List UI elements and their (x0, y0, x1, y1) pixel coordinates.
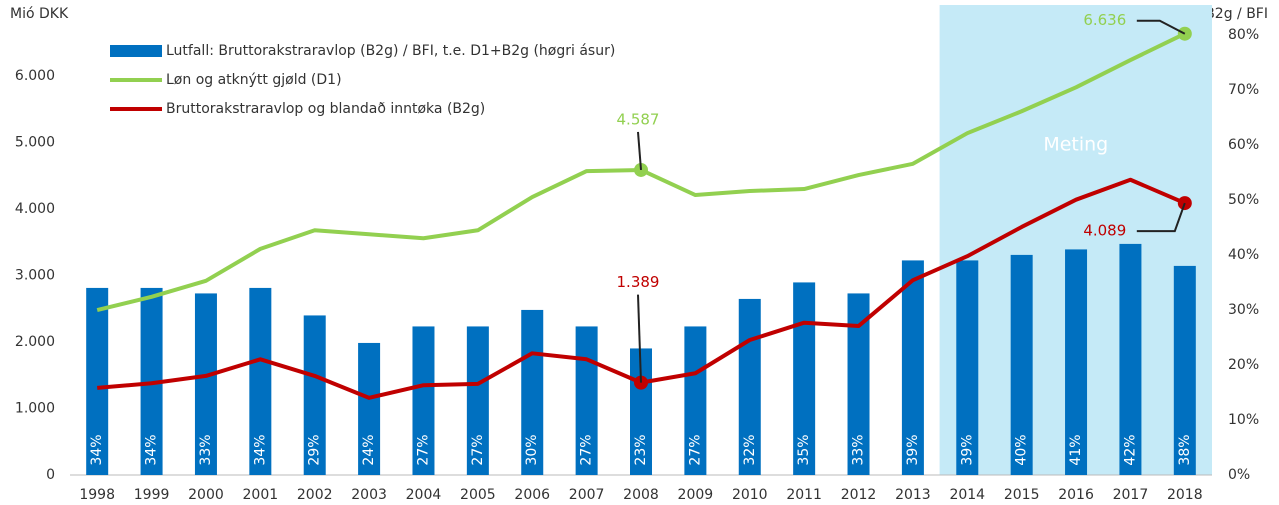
bar (1173, 265, 1196, 475)
leader-line (1136, 202, 1186, 233)
x-tick-label: 2002 (297, 487, 333, 503)
forecast-label: Meting (1043, 134, 1108, 156)
leader-line (637, 294, 642, 383)
point-label: 4.089 (1083, 222, 1126, 240)
x-tick-label: 2007 (569, 487, 605, 503)
bar (466, 326, 489, 475)
x-tick-label: 2016 (1058, 487, 1094, 503)
legend-label: Bruttorakstraravlop og blandað inntøka (… (166, 101, 485, 117)
bar (1010, 254, 1033, 475)
y2-tick-label: 0% (1228, 467, 1250, 483)
y2-tick-label: 60% (1228, 137, 1259, 153)
bar-value-label: 41% (1068, 434, 1084, 465)
y2-tick-label: 20% (1228, 357, 1259, 373)
bar-value-label: 33% (198, 434, 214, 465)
bar-value-label: 24% (361, 434, 377, 465)
bar (793, 282, 816, 475)
bar-value-label: 29% (307, 434, 323, 465)
bar-value-label: 38% (1177, 434, 1193, 465)
y-tick-label: 6.000 (15, 68, 55, 84)
bar-value-label: 34% (89, 434, 105, 465)
y2-axis-label: B2g / BFI (1205, 6, 1268, 22)
x-tick-label: 2009 (678, 487, 714, 503)
x-tick-label: 2011 (786, 487, 822, 503)
x-tick-label: 2008 (623, 487, 659, 503)
leader-line (1136, 19, 1186, 35)
y2-tick-label: 70% (1228, 82, 1259, 98)
x-tick-label: 2004 (406, 487, 442, 503)
point-label: 6.636 (1083, 11, 1126, 29)
y-tick-label: 5.000 (15, 135, 55, 151)
legend-label: Løn og atknýtt gjøld (D1) (166, 72, 342, 88)
bar (249, 287, 272, 475)
x-tick-label: 2006 (514, 487, 550, 503)
point-label: 4.587 (617, 110, 660, 128)
bar (1065, 249, 1088, 475)
x-tick-label: 2015 (1004, 487, 1040, 503)
bar-value-label: 35% (796, 434, 812, 465)
y-axis-label: Mió DKK (10, 6, 69, 22)
x-tick-label: 2010 (732, 487, 768, 503)
y2-tick-label: 80% (1228, 27, 1259, 43)
legend-swatch (110, 45, 162, 57)
bar-value-label: 27% (415, 434, 431, 465)
x-tick-label: 2017 (1113, 487, 1149, 503)
y2-tick-label: 40% (1228, 247, 1259, 263)
y-tick-label: 4.000 (15, 201, 55, 217)
x-tick-label: 2001 (243, 487, 279, 503)
y-tick-label: 3.000 (15, 268, 55, 284)
bar (358, 342, 381, 475)
bar (847, 293, 870, 475)
legend-label: Lutfall: Bruttorakstraravlop (B2g) / BFI… (166, 43, 615, 59)
y-tick-label: 2.000 (15, 334, 55, 350)
bar (901, 260, 924, 475)
bar-value-label: 39% (905, 434, 921, 465)
y2-tick-label: 30% (1228, 302, 1259, 318)
y-tick-label: 1.000 (15, 401, 55, 417)
point-label: 1.389 (617, 273, 660, 291)
x-tick-label: 2014 (949, 487, 985, 503)
x-tick-label: 1998 (79, 487, 115, 503)
bar-value-label: 23% (633, 434, 649, 465)
bar-value-label: 39% (959, 434, 975, 465)
bar (194, 293, 217, 475)
bar-value-label: 27% (687, 434, 703, 465)
point-marker (634, 375, 648, 390)
bar-value-label: 27% (470, 434, 486, 465)
bar (303, 315, 326, 475)
y2-tick-label: 10% (1228, 412, 1259, 428)
bar (521, 309, 544, 475)
x-tick-label: 2000 (188, 487, 224, 503)
bar-value-label: 34% (144, 434, 160, 465)
bar (86, 287, 109, 475)
x-tick-label: 2003 (351, 487, 387, 503)
bar-value-label: 32% (742, 434, 758, 465)
y-tick-label: 0 (46, 467, 55, 483)
bar (684, 326, 707, 475)
x-tick-label: 2018 (1167, 487, 1203, 503)
bar (956, 260, 979, 475)
bar (412, 326, 435, 475)
bar-value-label: 27% (579, 434, 595, 465)
x-tick-label: 2013 (895, 487, 931, 503)
x-tick-label: 2005 (460, 487, 496, 503)
y2-tick-label: 50% (1228, 192, 1259, 208)
leader-line (637, 131, 642, 171)
x-tick-label: 1999 (134, 487, 170, 503)
bar-value-label: 30% (524, 434, 540, 465)
bar-value-label: 34% (252, 434, 268, 465)
x-tick-label: 2012 (841, 487, 877, 503)
bar-value-label: 33% (851, 434, 867, 465)
bar-value-label: 42% (1122, 434, 1138, 465)
bar (1119, 243, 1142, 475)
bar-value-label: 40% (1014, 434, 1030, 465)
